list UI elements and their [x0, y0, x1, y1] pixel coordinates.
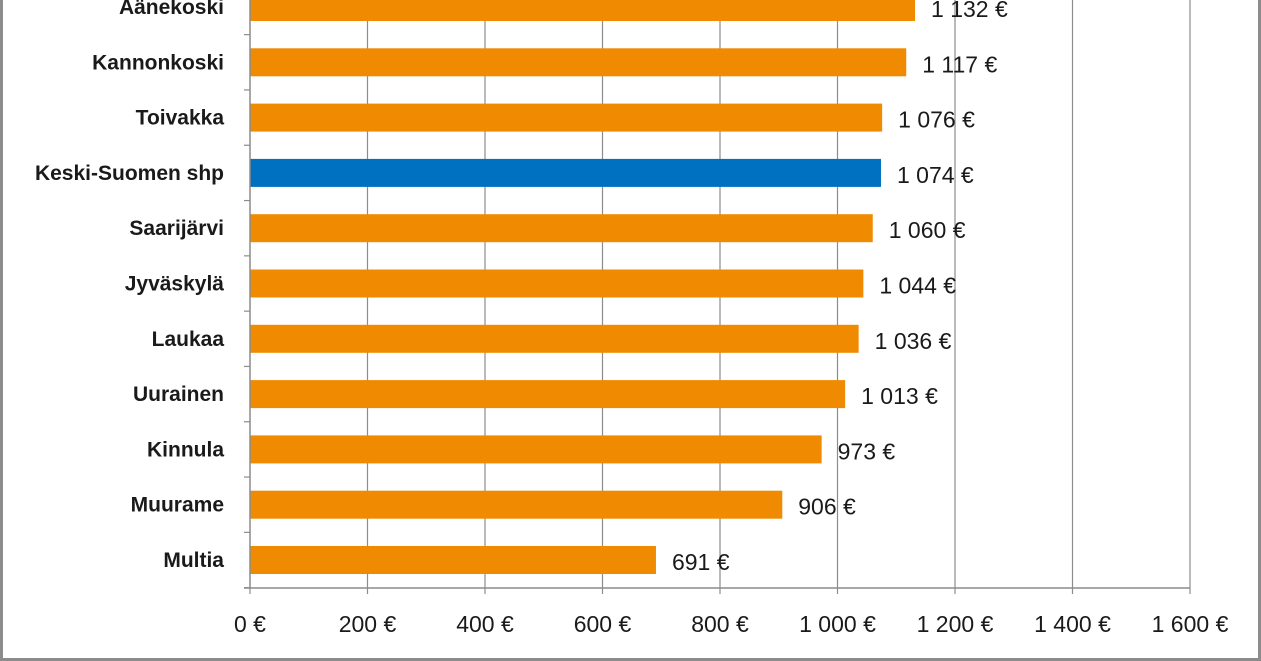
category-label: Äänekoski	[119, 0, 224, 19]
x-tick-label: 1 000 €	[799, 611, 876, 637]
labels: Äänekoski 1 132 € Kannonkoski 1 117 € Toivak…	[35, 0, 1229, 637]
bar	[250, 435, 822, 464]
category-label: Jyväskylä	[125, 273, 225, 296]
bar	[250, 158, 881, 187]
axes	[244, 0, 1191, 594]
data-label: 1 117 €	[922, 51, 997, 77]
data-label: 906 €	[798, 494, 856, 520]
category-label: Muurame	[131, 494, 224, 517]
data-label: 1 036 €	[875, 328, 952, 354]
bar	[250, 546, 656, 574]
category-label: Multia	[163, 549, 224, 572]
x-tick-label: 0 €	[234, 611, 266, 637]
x-tick-label: 400 €	[456, 611, 514, 637]
data-label: 691 €	[672, 549, 730, 575]
bar	[250, 103, 883, 132]
data-label: 1 044 €	[879, 273, 956, 299]
category-label: Saarijärvi	[129, 217, 224, 240]
x-tick-label: 600 €	[574, 611, 632, 637]
data-label: 1 060 €	[889, 217, 966, 243]
bar	[250, 214, 873, 243]
x-tick-label: 800 €	[691, 611, 749, 637]
x-tick-label: 200 €	[339, 611, 397, 637]
x-tick-label: 1 600 €	[1152, 611, 1229, 637]
data-label: 1 132 €	[931, 0, 1008, 22]
category-label: Laukaa	[152, 328, 225, 351]
data-label: 1 074 €	[897, 162, 974, 188]
bar	[250, 0, 916, 21]
category-label: Keski-Suomen shp	[35, 162, 224, 185]
category-label: Toivakka	[136, 107, 225, 130]
category-label: Uurainen	[133, 383, 224, 406]
bars	[250, 0, 916, 574]
bar	[250, 490, 783, 519]
bar	[250, 269, 864, 298]
bar	[250, 324, 859, 353]
horizontal-bar-chart: Äänekoski 1 132 € Kannonkoski 1 117 € Toivak…	[35, 0, 1229, 637]
bar	[250, 48, 907, 77]
data-label: 1 076 €	[898, 107, 975, 133]
bar	[250, 380, 846, 409]
category-label: Kannonkoski	[92, 51, 224, 74]
data-label: 973 €	[838, 438, 896, 464]
x-tick-label: 1 200 €	[917, 611, 994, 637]
category-label: Kinnula	[147, 438, 224, 461]
x-tick-label: 1 400 €	[1034, 611, 1111, 637]
data-label: 1 013 €	[861, 383, 938, 409]
